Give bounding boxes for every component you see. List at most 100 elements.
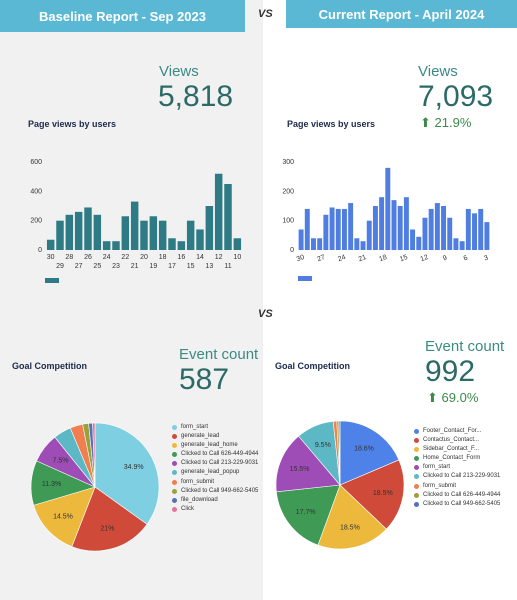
legend-item: Clicked to Call 949-662-5405 — [172, 488, 262, 495]
bar-chart-baseline: 0 200 400 600 302928272625242322212019181716… — [30, 159, 242, 283]
legend-label: Clicked to Call 213-229-9031 — [423, 473, 501, 480]
pie-slice-label: 15.5% — [290, 466, 310, 473]
bar — [335, 208, 341, 250]
legend-dot-icon — [172, 488, 177, 494]
legend-dot-icon — [172, 434, 177, 440]
legend-dot-icon — [172, 425, 177, 430]
bar — [323, 214, 329, 250]
legend-item: file_download — [172, 497, 262, 504]
bar — [472, 213, 477, 250]
bar — [84, 207, 92, 250]
pie-slice-label: 18.6% — [354, 446, 374, 453]
y-tick-label: 0 — [38, 247, 42, 254]
legend-item: Clicked to Call 213-229-9031 — [172, 460, 262, 467]
baseline-banner: Baseline Report - Sep 2023 — [0, 0, 245, 32]
pie-chart-title: Goal Competition — [12, 361, 87, 371]
views-delta: ⬆ 21.9% — [420, 115, 471, 131]
bar — [121, 216, 130, 250]
legend-dot-icon — [172, 497, 177, 503]
pie-slice — [71, 486, 148, 552]
bar — [205, 206, 214, 250]
legend-dot-icon — [172, 506, 177, 512]
current-banner: Current Report - April 2024 — [286, 0, 517, 28]
bar — [149, 216, 158, 250]
pie-slice-label: 7.5% — [53, 457, 69, 464]
x-tick-label: 10 — [233, 254, 241, 261]
legend-label: form_submit — [181, 478, 215, 485]
pie-slice — [92, 422, 96, 488]
x-tick-label: 14 — [196, 254, 204, 261]
pie-slice — [317, 484, 387, 550]
legend-dot-icon — [414, 429, 419, 434]
bar — [484, 222, 490, 250]
bar — [403, 197, 409, 250]
legend-label: Footer_Contact_For... — [423, 428, 482, 434]
pie-chart-current: 18.6% 18.5% 18.5% 17.7% 15.5% 9.5% — [275, 420, 405, 550]
legend-item: Contactus_Contact... — [414, 437, 514, 444]
event-delta-value: 69.0% — [441, 390, 479, 405]
legend-label: file_download — [181, 496, 218, 503]
bar — [428, 208, 434, 250]
legend-item: Clicked to Call 626-449-4944 — [172, 451, 262, 458]
x-tick-label: 18 — [159, 254, 167, 261]
x-tick-label: 15 — [399, 254, 409, 263]
legend-swatch — [45, 278, 59, 283]
x-tick-label: 24 — [337, 254, 347, 263]
x-tick-label: 26 — [84, 254, 92, 261]
x-tick-label: 23 — [112, 263, 120, 270]
pie-slice-label: 18.5% — [373, 490, 393, 497]
legend-item: generate_lead — [172, 433, 262, 440]
bar — [385, 167, 391, 250]
pie-slice — [33, 486, 96, 548]
bar — [224, 184, 232, 250]
views-label: Views — [418, 63, 458, 80]
pie-slice-label: 14.5% — [53, 513, 73, 520]
event-count-label: Event count — [425, 338, 505, 355]
bar — [434, 203, 440, 250]
legend-item: form_submit — [172, 479, 262, 486]
x-tick-label: 15 — [187, 263, 195, 270]
x-tick-label: 18 — [378, 254, 388, 263]
legend-swatch — [298, 276, 312, 281]
legend-dot-icon — [414, 474, 419, 480]
bar — [459, 241, 465, 250]
views-value: 5,818 — [158, 80, 234, 113]
bar — [233, 238, 242, 250]
x-tick-label: 28 — [65, 254, 73, 261]
legend-dot-icon — [414, 438, 419, 444]
legend-label: Clicked to Call 949-662-5405 — [423, 500, 501, 507]
legend-item: Click — [172, 506, 262, 513]
legend-label: Clicked to Call 626-449-4944 — [181, 451, 259, 458]
bar — [341, 208, 347, 250]
vs-icon: VS — [258, 8, 273, 20]
y-tick-label: 200 — [282, 188, 294, 195]
pie-slice-label: 9.5% — [315, 442, 331, 449]
legend-label: Clicked to Call 949-662-5405 — [181, 487, 259, 494]
x-tick-label: 16 — [177, 254, 185, 261]
legend-item: Clicked to Call 626-449-4944 — [414, 492, 514, 499]
bar — [168, 238, 176, 250]
x-tick-label: 20 — [140, 254, 148, 261]
legend-label: Clicked to Call 626-449-4944 — [423, 491, 501, 498]
pie-slice — [339, 459, 405, 530]
bar — [391, 200, 397, 250]
pie-slice-label: 17.7% — [296, 509, 316, 516]
bar — [360, 241, 366, 250]
event-count-value: 587 — [179, 363, 230, 396]
bar — [158, 220, 167, 250]
legend-label: form_submit — [423, 482, 457, 489]
legend-dot-icon — [172, 479, 177, 485]
pie-slice-label: 21% — [100, 526, 114, 533]
bar — [93, 214, 102, 250]
legend-dot-icon — [414, 465, 419, 471]
x-tick-label: 6 — [463, 255, 469, 263]
y-tick-label: 600 — [30, 159, 42, 166]
bar — [74, 211, 83, 250]
pie-slice — [275, 435, 341, 493]
views-delta-value: 21.9% — [434, 115, 472, 130]
legend-label: generate_lead_popup — [181, 469, 240, 476]
event-count-value: 992 — [425, 355, 476, 388]
pie-slice-label: 18.5% — [340, 524, 360, 531]
pie-slice-label: 11.3% — [42, 481, 61, 488]
